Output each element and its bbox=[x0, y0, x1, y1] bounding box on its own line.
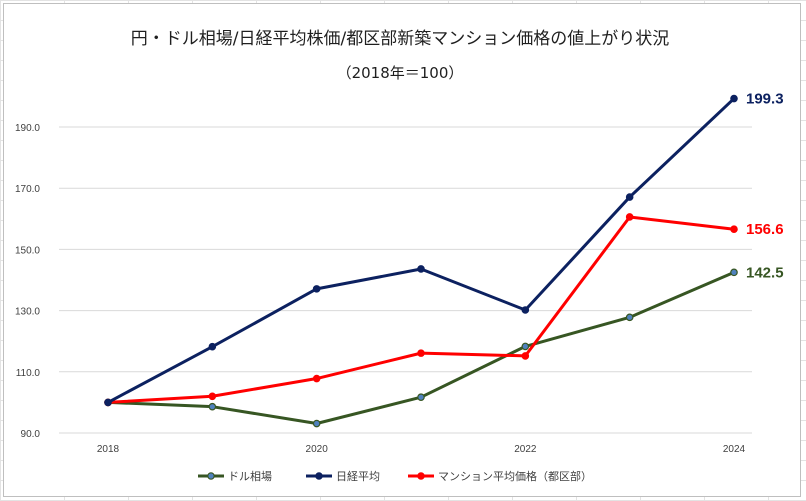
legend-label: 日経平均 bbox=[336, 470, 380, 483]
data-point bbox=[104, 398, 112, 407]
data-point bbox=[417, 265, 425, 273]
y-gridlines bbox=[59, 126, 752, 434]
data-point bbox=[730, 225, 738, 234]
legend: ドル相場 日経平均 マンション平均価格（都区部） bbox=[198, 469, 592, 483]
data-point bbox=[208, 342, 217, 351]
legend-item-2: マンション平均価格（都区部） bbox=[408, 469, 592, 483]
y-tick-label: 90.0 bbox=[21, 429, 41, 440]
data-point bbox=[208, 392, 217, 401]
legend-item-1: 日経平均 bbox=[306, 470, 380, 483]
legend-marker bbox=[417, 472, 425, 480]
legend-marker bbox=[207, 472, 215, 480]
series-lines: 142.5 156.6 199.3 bbox=[104, 91, 784, 428]
y-tick-label: 190.0 bbox=[15, 123, 40, 134]
data-point bbox=[625, 213, 634, 221]
data-point bbox=[521, 352, 530, 360]
y-tick-label: 150.0 bbox=[15, 245, 40, 256]
series-line bbox=[107, 215, 735, 404]
data-point bbox=[521, 342, 530, 351]
end-value-label: 199.3 bbox=[746, 91, 784, 108]
chart-subtitle: （2018年＝100） bbox=[337, 64, 464, 82]
data-point bbox=[730, 268, 738, 277]
y-tick-label: 110.0 bbox=[16, 368, 41, 379]
y-tick-label: 170.0 bbox=[15, 184, 40, 195]
data-point bbox=[730, 94, 738, 103]
x-tick-label: 2020 bbox=[306, 444, 329, 455]
series-1: 199.3 bbox=[104, 91, 784, 407]
data-point bbox=[312, 419, 321, 428]
series-0: 142.5 bbox=[104, 264, 784, 428]
legend-label: ドル相場 bbox=[228, 470, 272, 483]
data-point bbox=[521, 306, 530, 314]
x-axis-tick-labels: 2018 2020 2022 2024 bbox=[97, 444, 746, 455]
data-point bbox=[417, 393, 425, 401]
y-axis-tick-labels: 90.0 110.0 130.0 150.0 170.0 190.0 bbox=[15, 123, 40, 440]
data-point bbox=[312, 374, 321, 383]
end-value-label: 156.6 bbox=[746, 221, 784, 238]
end-value-label: 142.5 bbox=[746, 264, 784, 281]
legend-item-0: ドル相場 bbox=[198, 470, 272, 483]
chart-frame[interactable] bbox=[3, 3, 801, 497]
x-tick-label: 2018 bbox=[97, 444, 120, 455]
legend-label: マンション平均価格（都区部） bbox=[438, 469, 592, 483]
data-point bbox=[208, 402, 217, 411]
data-point bbox=[312, 285, 321, 293]
data-point bbox=[625, 313, 634, 322]
x-tick-label: 2024 bbox=[723, 444, 746, 455]
x-tick-label: 2022 bbox=[514, 444, 537, 455]
series-2: 156.6 bbox=[104, 213, 784, 407]
data-point bbox=[417, 349, 425, 357]
data-point bbox=[625, 193, 634, 201]
y-tick-label: 130.0 bbox=[15, 307, 40, 318]
legend-marker bbox=[315, 472, 323, 480]
chart-title: 円・ドル相場/日経平均株価/都区部新築マンション価格の値上がり状況 bbox=[131, 29, 669, 49]
